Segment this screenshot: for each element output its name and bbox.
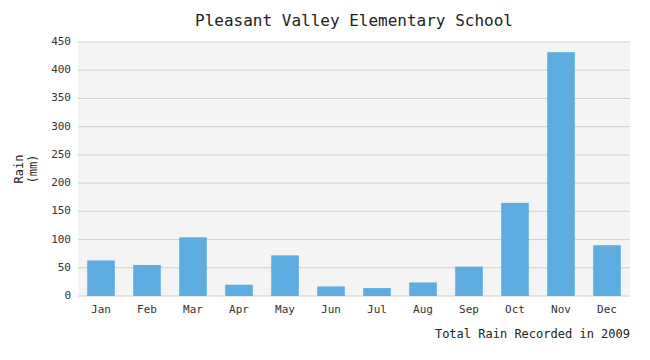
y-tick-label: 400 [51,63,71,76]
x-tick-label: Dec [597,303,617,316]
x-tick-label: Mar [183,303,203,316]
x-axis: Jan Feb Mar Apr May Jun Jul Aug Sep Oct Nov Dec [91,303,617,316]
y-tick-label: 200 [51,176,71,189]
bar [593,245,621,296]
chart: 0 50 100 150 200 250 300 350 400 450 Jan Feb Mar Apr M… [0,0,650,360]
bars [87,52,621,296]
x-tick-label: Sep [459,303,479,316]
x-tick-label: Feb [137,303,157,316]
x-tick-label: Jan [91,303,111,316]
y-tick-label: 450 [51,35,71,48]
bar [547,52,575,296]
x-tick-label: Aug [413,303,433,316]
bar [455,267,483,296]
bar [409,282,437,296]
bar [87,260,115,296]
bar [271,255,299,296]
bar [317,286,345,296]
x-tick-label: Apr [229,303,249,316]
bar [501,203,529,296]
y-tick-label: 50 [58,261,71,274]
y-tick-label: 0 [64,289,71,302]
grid-line [78,42,630,43]
chart-container: 0 50 100 150 200 250 300 350 400 450 Jan Feb Mar Apr M… [0,0,650,360]
x-tick-label: May [275,303,295,316]
x-tick-label: Jul [367,303,387,316]
y-tick-label: 250 [51,148,71,161]
plot-area [78,42,630,296]
x-tick-label: Nov [551,303,571,316]
bar [225,285,253,296]
y-axis: 0 50 100 150 200 250 300 350 400 450 [51,35,630,302]
y-axis-label-line: (mm) [26,155,40,184]
bar [133,265,161,296]
x-tick-label: Jun [321,303,341,316]
y-tick-label: 100 [51,233,71,246]
bar [363,288,391,296]
y-axis-label: Rain(mm) [12,155,40,184]
y-tick-label: 300 [51,120,71,133]
bar [179,237,207,296]
y-tick-label: 350 [51,91,71,104]
x-tick-label: Oct [505,303,525,316]
x-axis-label: Total Rain Recorded in 2009 [435,327,630,341]
title: Pleasant Valley Elementary School [195,11,513,30]
y-axis-label-line: Rain [12,155,26,184]
y-tick-label: 150 [51,204,71,217]
